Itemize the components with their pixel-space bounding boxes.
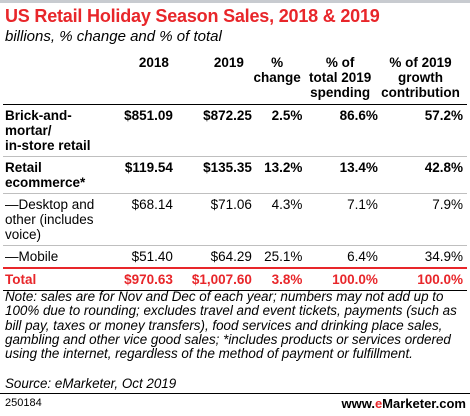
cell-2018: $119.54 xyxy=(107,156,173,194)
row-label-line: in-store retail xyxy=(5,138,91,153)
header-2019: 2019 xyxy=(213,55,244,70)
header-pct-change: % change xyxy=(252,55,302,105)
cell-pct-growth: 100.0% xyxy=(417,272,463,287)
cell-2019: $1,007.60 xyxy=(191,272,252,287)
row-label-line: other (includes xyxy=(5,212,94,227)
chart-title: US Retail Holiday Season Sales, 2018 & 2… xyxy=(5,6,380,26)
row-label-line: ecommerce* xyxy=(5,175,86,190)
emarketer-logo[interactable]: www.eMarketer.com xyxy=(341,396,466,411)
header-pct-growth: % of 2019 growth contribution xyxy=(378,55,467,105)
row-label-line: —Desktop and xyxy=(5,197,95,212)
bottom-rule xyxy=(0,393,470,394)
header-pct-change-line: change xyxy=(253,70,301,85)
footnote: Note: sales are for Nov and Dec of each … xyxy=(5,289,457,362)
cell-pct-change: 3.8% xyxy=(271,272,303,287)
total-row: Total $970.63 $1,007.60 3.8% 100.0% 100.… xyxy=(3,268,467,291)
cell-2018: $68.14 xyxy=(107,193,173,246)
cell-pct-total: 100.0% xyxy=(332,272,378,287)
row-label-line: —Mobile xyxy=(5,249,59,264)
logo-e: e xyxy=(374,396,383,411)
chart-subtitle: billions, % change and % of total xyxy=(5,28,222,45)
row-label-line: mortar/ xyxy=(5,123,52,138)
chart-id: 250184 xyxy=(5,397,42,409)
header-pct-growth-line: % of 2019 xyxy=(389,55,452,70)
row-label-line: voice) xyxy=(5,227,42,242)
table-row: Retail ecommerce* $119.54 $135.35 13.2% … xyxy=(3,156,467,194)
header-row: 2018 2019 % change % of total 2019 spend… xyxy=(3,55,467,105)
logo-rest: Marketer.com xyxy=(382,396,466,411)
cell-2019: $135.35 xyxy=(172,156,252,194)
cell-pct-change: 2.5% xyxy=(251,104,303,157)
row-label: Brick-and- mortar/ in-store retail xyxy=(3,104,108,157)
cell-pct-total: 7.1% xyxy=(302,193,378,246)
header-pct-growth-line: contribution xyxy=(381,85,460,100)
cell-pct-change: 13.2% xyxy=(251,156,303,194)
header-pct-change-line: % xyxy=(271,55,284,70)
table-row: Brick-and- mortar/ in-store retail $851.… xyxy=(3,104,467,157)
header-pct-total-line: % of xyxy=(325,55,355,70)
logo-prefix: www. xyxy=(341,396,375,411)
cell-2018: $51.40 xyxy=(107,245,173,269)
table-row: —Mobile $51.40 $64.29 25.1% 6.4% 34.9% xyxy=(3,245,467,269)
cell-pct-change: 4.3% xyxy=(251,193,303,246)
cell-2019: $71.06 xyxy=(172,193,252,246)
cell-pct-growth: 7.9% xyxy=(377,193,467,246)
source-line: Source: eMarketer, Oct 2019 xyxy=(5,376,177,391)
cell-pct-growth: 34.9% xyxy=(377,245,467,269)
header-pct-total-line: spending xyxy=(310,85,371,100)
header-empty xyxy=(3,55,108,105)
cell-pct-total: 13.4% xyxy=(302,156,378,194)
cell-2019: $64.29 xyxy=(172,245,252,269)
row-label-line: Retail xyxy=(5,160,42,175)
top-bar xyxy=(0,0,470,3)
row-label: —Mobile xyxy=(3,245,108,269)
sales-table: 2018 2019 % change % of total 2019 spend… xyxy=(3,55,467,291)
cell-pct-growth: 42.8% xyxy=(377,156,467,194)
header-pct-total: % of total 2019 spending xyxy=(302,55,378,105)
table-row: —Desktop and other (includes voice) $68.… xyxy=(3,193,467,246)
header-2018: 2018 xyxy=(138,55,169,70)
row-label: Total xyxy=(5,272,37,287)
row-label-line: Brick-and- xyxy=(5,108,72,123)
cell-pct-growth: 57.2% xyxy=(377,104,467,157)
cell-2018: $970.63 xyxy=(124,272,173,287)
cell-pct-total: 86.6% xyxy=(302,104,378,157)
cell-2018: $851.09 xyxy=(107,104,173,157)
header-pct-growth-line: growth xyxy=(397,70,443,85)
cell-pct-change: 25.1% xyxy=(251,245,303,269)
row-label: —Desktop and other (includes voice) xyxy=(3,193,108,246)
cell-pct-total: 6.4% xyxy=(302,245,378,269)
cell-2019: $872.25 xyxy=(172,104,252,157)
header-pct-total-line: total 2019 xyxy=(309,70,372,85)
row-label: Retail ecommerce* xyxy=(3,156,108,194)
